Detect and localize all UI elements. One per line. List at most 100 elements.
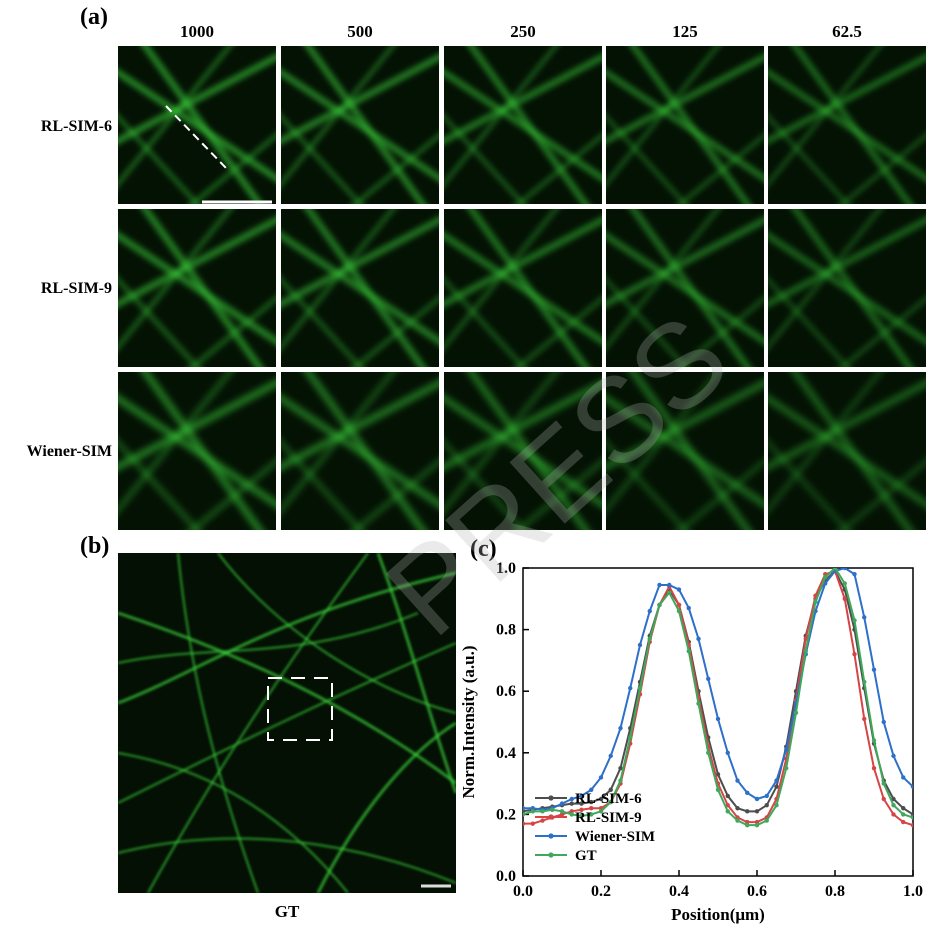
- data-point: [696, 701, 701, 706]
- legend-label: RL-SIM-6: [575, 791, 642, 807]
- data-point: [725, 750, 730, 755]
- data-point: [862, 679, 867, 685]
- data-point: [569, 812, 574, 817]
- data-point: [579, 793, 584, 799]
- micrograph-tile: [768, 372, 926, 530]
- data-point: [647, 636, 652, 642]
- column-label-250: 250: [510, 22, 536, 41]
- data-point: [598, 775, 604, 780]
- data-point: [774, 802, 779, 808]
- column-label-1000: 1000: [180, 22, 214, 41]
- data-point: [842, 581, 847, 586]
- data-point: [852, 571, 857, 577]
- data-point: [667, 582, 672, 588]
- micrograph-tile: [444, 372, 602, 530]
- data-point: [559, 801, 565, 806]
- data-point: [618, 766, 623, 771]
- legend-label: Wiener-SIM: [575, 829, 655, 845]
- y-tick-label: 0.4: [496, 745, 516, 762]
- plot-frame: [522, 567, 914, 877]
- data-point: [589, 806, 594, 811]
- micrograph-tile: [118, 209, 276, 367]
- data-point: [735, 778, 740, 783]
- y-axis-label: Norm.Intensity (a.u.): [460, 646, 478, 799]
- data-point: [637, 642, 643, 648]
- data-point: [852, 618, 857, 623]
- data-point: [901, 812, 906, 817]
- micrograph-tile: [118, 46, 276, 204]
- data-point: [891, 812, 896, 817]
- data-point: [725, 809, 730, 814]
- micrograph-tile: [281, 209, 439, 367]
- row-label-wiener-sim: Wiener-SIM: [26, 443, 112, 460]
- data-point: [901, 775, 906, 780]
- legend-marker: [548, 852, 554, 858]
- y-tick-label: 0.2: [496, 806, 516, 823]
- data-point: [881, 781, 886, 786]
- column-label-125: 125: [672, 22, 698, 41]
- data-point: [559, 809, 565, 814]
- data-point: [559, 812, 565, 817]
- x-tick-label: 0.6: [747, 883, 767, 900]
- data-point: [647, 608, 652, 614]
- line-profile-chart: 0.0 0.2 0.4 0.6 0.8 1.0 0.0 0.2 0.4 0.6 0.8 1.0 Posi…: [460, 560, 923, 924]
- legend-marker: [548, 814, 554, 820]
- data-point: [910, 822, 913, 828]
- data-point: [764, 793, 769, 799]
- data-point: [754, 819, 760, 825]
- data-point: [735, 818, 740, 823]
- data-point: [871, 738, 877, 743]
- data-point: [550, 807, 555, 812]
- gt-label: GT: [274, 902, 300, 921]
- x-tick-label: 0.2: [591, 883, 611, 900]
- data-point: [540, 809, 545, 814]
- data-point: [608, 787, 613, 792]
- gt-image: [118, 553, 456, 893]
- x-tick-label: 1.0: [903, 883, 923, 900]
- data-point: [803, 636, 808, 642]
- data-point: [540, 818, 545, 823]
- data-point: [784, 766, 789, 771]
- data-point: [842, 568, 847, 571]
- micrograph-tile: [281, 46, 439, 204]
- x-tick-label: 0.8: [825, 883, 845, 900]
- data-point: [862, 615, 867, 620]
- series-line: [523, 568, 913, 827]
- data-point: [754, 796, 760, 802]
- series-wiener-sim: [523, 568, 913, 812]
- data-point: [676, 587, 682, 592]
- row-label-rl-sim-9: RL-SIM-9: [40, 280, 112, 297]
- data-point: [589, 799, 594, 805]
- data-point: [823, 575, 828, 580]
- data-point: [598, 796, 604, 802]
- data-point: [881, 719, 886, 725]
- data-point: [706, 750, 711, 755]
- data-point: [725, 793, 730, 799]
- legend-label: GT: [575, 848, 597, 864]
- data-point: [881, 796, 886, 802]
- legend-marker: [548, 795, 554, 801]
- data-point: [715, 787, 721, 792]
- data-point: [784, 747, 789, 752]
- data-point: [764, 818, 769, 823]
- data-point: [608, 799, 613, 805]
- y-tick-label: 1.0: [496, 560, 516, 577]
- data-point: [579, 807, 584, 812]
- data-point: [891, 796, 896, 802]
- x-axis-label: Position(μm): [671, 905, 765, 924]
- x-tick-label: 0.4: [669, 883, 689, 900]
- micrograph-tile: [768, 209, 926, 367]
- micrograph-tile: [444, 46, 602, 204]
- data-point: [910, 784, 913, 789]
- panel-a-label: (a): [80, 4, 108, 30]
- data-point: [579, 813, 584, 819]
- data-point: [774, 778, 779, 783]
- data-point: [589, 812, 594, 817]
- y-tick-label: 0.8: [496, 622, 516, 639]
- data-point: [803, 648, 808, 654]
- data-point: [745, 822, 750, 828]
- data-point: [657, 602, 662, 608]
- x-tick-label: 0.0: [513, 883, 533, 900]
- data-point: [618, 725, 623, 731]
- data-point: [569, 809, 574, 814]
